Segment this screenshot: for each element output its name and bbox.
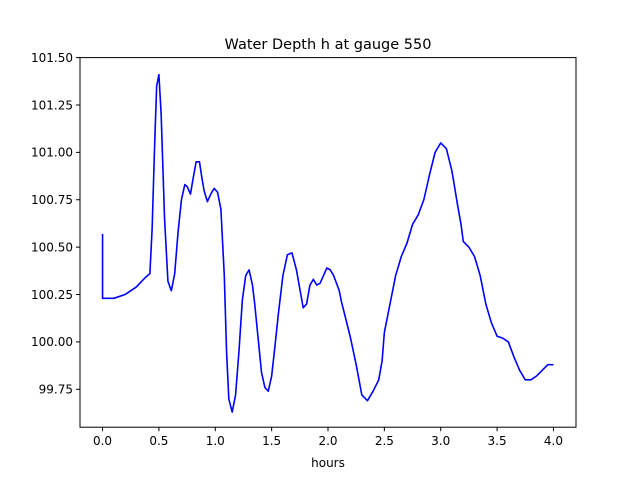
plot-background	[80, 57, 576, 428]
x-tick-label: 0.0	[93, 434, 112, 448]
x-tick-label: 2.5	[375, 434, 394, 448]
y-tick-label: 101.25	[31, 98, 73, 112]
x-tick-label: 0.5	[149, 434, 168, 448]
chart-title: Water Depth h at gauge 550	[225, 37, 432, 53]
x-tick-label: 4.0	[544, 434, 563, 448]
x-axis-label: hours	[311, 456, 345, 470]
y-tick-label: 101.00	[31, 146, 73, 160]
y-tick-label: 100.00	[31, 335, 73, 349]
series-line-0	[101, 73, 554, 413]
y-tick-label: 101.50	[31, 51, 73, 65]
x-tick-label: 1.5	[262, 434, 281, 448]
x-tick-label: 3.5	[488, 434, 507, 448]
x-axis: 0.0 0.5 1.0 1.5 2.0 2.5 3.0 3.5 4.0	[93, 427, 563, 448]
x-tick-label: 2.0	[318, 434, 337, 448]
series-layer	[101, 73, 554, 413]
y-tick-label: 100.75	[31, 193, 73, 207]
y-tick-label: 100.50	[31, 240, 73, 254]
y-axis: 99.75 100.00 100.25 100.50 100.75 101.00 101.2…	[31, 51, 80, 397]
y-tick-label: 99.75	[39, 383, 73, 397]
x-tick-label: 3.0	[431, 434, 450, 448]
x-tick-label: 1.0	[206, 434, 225, 448]
y-tick-label: 100.25	[31, 288, 73, 302]
